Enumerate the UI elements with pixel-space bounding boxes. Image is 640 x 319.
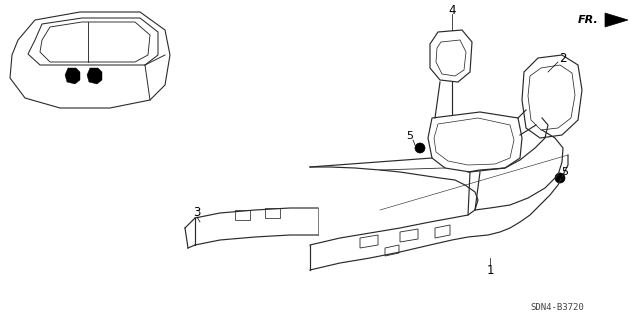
Text: 2: 2: [559, 51, 567, 64]
Text: 1: 1: [486, 263, 493, 277]
Text: 5: 5: [561, 167, 568, 177]
Text: FR.: FR.: [578, 15, 599, 25]
Text: SDN4-B3720: SDN4-B3720: [530, 303, 584, 313]
Polygon shape: [65, 68, 80, 84]
Text: 5: 5: [406, 131, 413, 141]
Text: 4: 4: [448, 4, 456, 17]
Text: 3: 3: [193, 205, 201, 219]
Circle shape: [555, 173, 565, 183]
Polygon shape: [605, 13, 628, 27]
Polygon shape: [87, 68, 102, 84]
Circle shape: [415, 143, 425, 153]
